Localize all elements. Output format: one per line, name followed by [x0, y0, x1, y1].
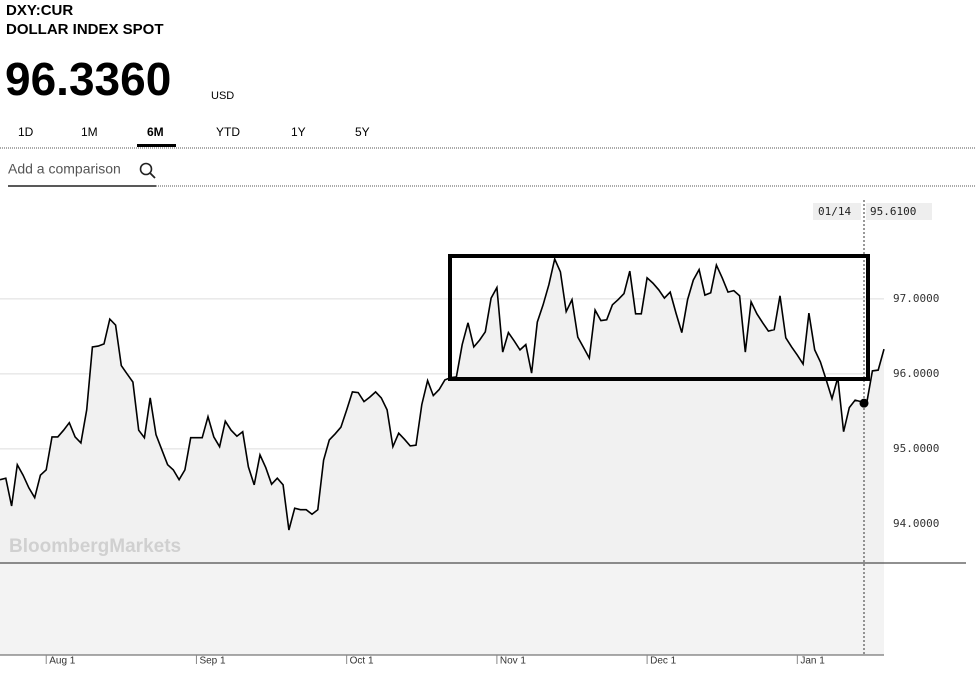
active-tab-underline	[137, 144, 176, 147]
y-tick-label: 97.0000	[893, 292, 939, 305]
comparison-input[interactable]: Add a comparison	[8, 161, 121, 177]
x-tick-label: Oct 1	[350, 656, 374, 667]
price: 96.3360	[5, 53, 171, 105]
range-tab[interactable]: 1M	[81, 125, 98, 139]
y-tick-label: 96.0000	[893, 367, 939, 380]
lower-panel	[0, 563, 884, 655]
crosshair-date: 01/14	[818, 205, 851, 218]
range-tab[interactable]: 1Y	[291, 125, 306, 139]
y-tick-label: 94.0000	[893, 517, 939, 530]
area	[0, 259, 884, 563]
plot	[0, 256, 885, 563]
ticker: DXY:CUR	[6, 2, 73, 19]
crosshair-value: 95.6100	[870, 205, 916, 218]
watermark: BloombergMarkets	[9, 536, 181, 557]
x-tick-label: Sep 1	[199, 656, 226, 667]
highlight-box	[448, 254, 870, 381]
range-tab[interactable]: 1D	[18, 125, 34, 139]
y-tick-label: 95.0000	[893, 442, 939, 455]
x-tick-label: Nov 1	[500, 656, 527, 667]
x-tick-label: Dec 1	[650, 656, 677, 667]
search-icon[interactable]	[139, 162, 153, 176]
crosshair-value-bg	[866, 203, 932, 220]
instrument-name: DOLLAR INDEX SPOT	[6, 21, 164, 38]
x-tick-label: Jan 1	[800, 656, 825, 667]
range-tab[interactable]: YTD	[216, 125, 240, 139]
range-tab[interactable]: 5Y	[355, 125, 370, 139]
crosshair-dot	[859, 398, 869, 408]
x-tick-label: Aug 1	[49, 656, 76, 667]
crosshair-date-bg	[813, 203, 861, 220]
search-icon-handle	[149, 172, 156, 179]
price-line	[0, 256, 885, 531]
currency: USD	[211, 90, 234, 102]
range-tab[interactable]: 6M	[147, 125, 164, 139]
